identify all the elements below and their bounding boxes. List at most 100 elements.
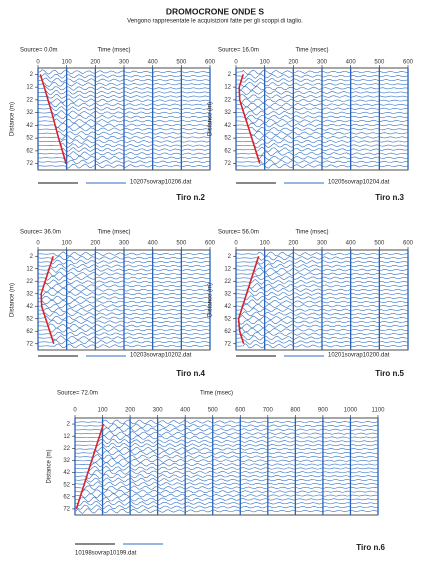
y-tick-label: 2	[30, 254, 34, 260]
x-tick-label: 100	[62, 241, 73, 247]
x-tick-label: 400	[180, 408, 191, 414]
x-axis-title: Time (msec)	[97, 230, 130, 236]
trace	[74, 481, 378, 487]
x-tick-label: 600	[403, 241, 414, 247]
y-tick-label: 22	[26, 97, 33, 103]
trace	[74, 469, 378, 476]
x-tick-label: 400	[346, 60, 357, 66]
y-tick-label: 12	[26, 266, 33, 272]
trace	[74, 446, 378, 452]
x-tick-label: 300	[317, 241, 328, 247]
file-label: 10198sovrap10199.dat	[75, 551, 137, 557]
first-break-line	[237, 256, 260, 345]
y-tick-label: 42	[26, 304, 33, 310]
shot-label: Tiro n.4	[176, 369, 205, 378]
trace	[74, 508, 378, 514]
y-tick-label: 22	[63, 446, 70, 452]
x-tick-label: 200	[90, 241, 101, 247]
y-tick-label: 32	[63, 458, 70, 464]
x-tick-label: 1000	[344, 408, 358, 414]
y-tick-label: 12	[224, 266, 231, 272]
x-tick-label: 500	[374, 60, 385, 66]
trace	[74, 461, 378, 468]
y-tick-label: 42	[224, 123, 231, 129]
first-break-line	[75, 423, 105, 510]
trace	[74, 473, 378, 480]
shot-label: Tiro n.5	[375, 369, 404, 378]
x-tick-label: 0	[234, 241, 238, 247]
x-tick-label: 100	[260, 60, 271, 66]
figure-subtitle: Vengono rappresentate le acquisizioni fa…	[127, 19, 303, 25]
x-tick-label: 100	[260, 241, 271, 247]
trace	[74, 454, 378, 460]
trace	[74, 431, 378, 436]
first-break-line	[39, 74, 67, 164]
y-tick-label: 22	[26, 279, 33, 285]
y-tick-label: 12	[63, 434, 70, 440]
trace	[74, 485, 378, 491]
y-tick-label: 52	[26, 316, 33, 322]
trace	[74, 500, 378, 506]
shot-label: Tiro n.6	[356, 543, 385, 552]
y-tick-label: 42	[63, 470, 70, 476]
y-tick-label: 2	[67, 422, 71, 428]
x-tick-label: 0	[36, 60, 40, 66]
trace	[74, 465, 378, 472]
trace	[74, 442, 378, 448]
trace	[74, 496, 378, 503]
source-label: Source= 56.0m	[218, 230, 259, 236]
y-tick-label: 42	[224, 304, 231, 310]
x-tick-label: 300	[317, 60, 328, 66]
file-label: 10201sovrap10200.dat	[328, 353, 390, 359]
y-axis-title: Distance (m)	[10, 283, 16, 317]
y-tick-label: 62	[26, 148, 33, 154]
trace	[74, 438, 378, 444]
shot-label: Tiro n.2	[176, 193, 205, 202]
y-axis-title: Distance (m)	[47, 449, 53, 483]
y-tick-label: 62	[224, 329, 231, 335]
trace	[74, 457, 378, 464]
y-tick-label: 72	[26, 341, 33, 347]
x-tick-label: 500	[176, 60, 187, 66]
trace	[74, 493, 378, 499]
figure-title: DROMOCRONE ONDE S	[166, 6, 265, 16]
y-axis-title: Distance (m)	[208, 283, 214, 317]
x-axis-title: Time (msec)	[200, 391, 233, 397]
trace	[74, 423, 378, 429]
y-tick-label: 32	[26, 110, 33, 116]
trace	[74, 477, 378, 483]
y-tick-label: 52	[63, 482, 70, 488]
x-axis-title: Time (msec)	[295, 48, 328, 54]
source-label: Source= 16.0m	[218, 48, 259, 54]
y-tick-label: 2	[30, 72, 34, 78]
y-tick-label: 42	[26, 123, 33, 129]
x-tick-label: 200	[288, 241, 299, 247]
x-axis-title: Time (msec)	[295, 230, 328, 236]
x-tick-label: 400	[148, 60, 159, 66]
x-tick-label: 100	[98, 408, 109, 414]
trace	[74, 489, 378, 495]
y-tick-label: 32	[26, 291, 33, 297]
x-axis-title: Time (msec)	[97, 48, 130, 54]
x-tick-label: 0	[73, 408, 77, 414]
x-tick-label: 600	[205, 60, 216, 66]
x-tick-label: 500	[208, 408, 219, 414]
y-tick-label: 62	[224, 148, 231, 154]
x-tick-label: 0	[234, 60, 238, 66]
shot-label: Tiro n.3	[375, 193, 404, 202]
y-tick-label: 2	[228, 254, 232, 260]
y-axis-title: Distance (m)	[10, 102, 16, 136]
x-tick-label: 500	[176, 241, 187, 247]
x-tick-label: 700	[263, 408, 274, 414]
trace	[74, 504, 378, 510]
source-label: Source= 36.0m	[20, 230, 61, 236]
trace	[74, 450, 378, 456]
x-tick-label: 1100	[372, 408, 386, 414]
y-tick-label: 32	[224, 291, 231, 297]
first-break-line	[238, 74, 261, 164]
y-tick-label: 2	[228, 72, 232, 78]
x-tick-label: 400	[148, 241, 159, 247]
x-tick-label: 600	[235, 408, 246, 414]
y-tick-label: 72	[26, 161, 33, 167]
